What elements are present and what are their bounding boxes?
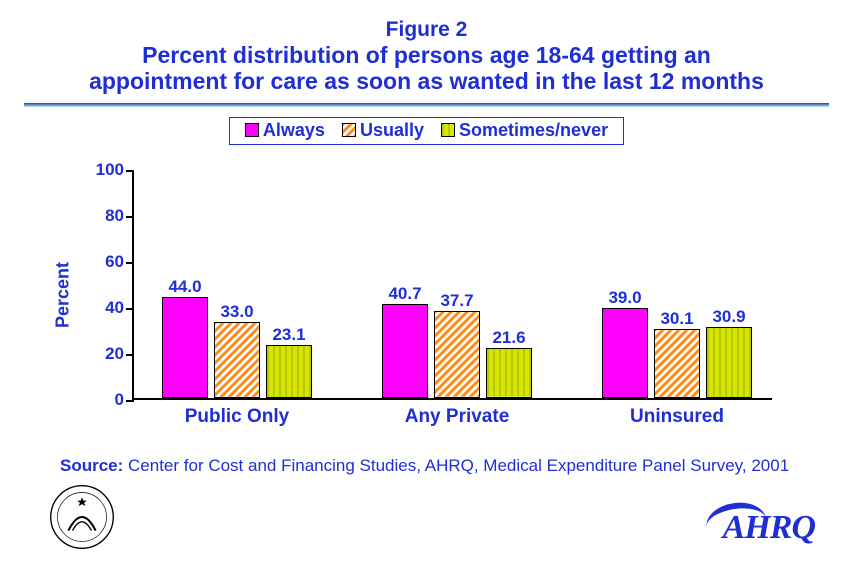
legend-swatch-usually [342, 123, 356, 137]
chart-title-block: Figure 2 Percent distribution of persons… [0, 0, 853, 95]
bar [602, 308, 648, 398]
x-category-label: Uninsured [630, 406, 724, 428]
legend-swatch-sometimes [441, 123, 455, 137]
bar-value-label: 21.6 [492, 328, 525, 348]
bar [654, 329, 700, 398]
y-tick [126, 308, 134, 310]
legend-label-always: Always [263, 120, 325, 141]
bar [382, 304, 428, 398]
bar-value-label: 30.9 [712, 307, 745, 327]
figure-label: Figure 2 [0, 18, 853, 42]
y-tick-label: 40 [78, 298, 124, 318]
x-category-label: Any Private [405, 406, 510, 428]
y-axis-label: Percent [53, 262, 74, 328]
chart-title-line2: appointment for care as soon as wanted i… [0, 68, 853, 94]
x-category-label: Public Only [185, 406, 290, 428]
ahrq-logo: AHRQ [723, 509, 815, 547]
bar [162, 297, 208, 398]
y-tick-label: 80 [78, 206, 124, 226]
legend-item-usually: Usually [342, 120, 424, 141]
legend-label-usually: Usually [360, 120, 424, 141]
y-tick-label: 20 [78, 344, 124, 364]
y-tick [126, 400, 134, 402]
y-tick [126, 216, 134, 218]
chart-area: Percent 02040608010044.033.023.1Public O… [92, 170, 772, 420]
y-tick [126, 354, 134, 356]
bar-value-label: 40.7 [388, 284, 421, 304]
y-tick [126, 170, 134, 172]
bar [214, 322, 260, 398]
bar [706, 327, 752, 398]
chart-legend: Always Usually Sometimes/never [229, 117, 624, 146]
bar-value-label: 37.7 [440, 291, 473, 311]
y-tick-label: 0 [78, 390, 124, 410]
chart-title-line1: Percent distribution of persons age 18-6… [0, 42, 853, 68]
bar [266, 345, 312, 398]
bar-value-label: 33.0 [220, 302, 253, 322]
hhs-logo [48, 483, 116, 551]
legend-swatch-always [245, 123, 259, 137]
legend-item-sometimes: Sometimes/never [441, 120, 608, 141]
y-tick-label: 100 [78, 160, 124, 180]
bar [434, 311, 480, 398]
bar-value-label: 39.0 [608, 288, 641, 308]
legend-label-sometimes: Sometimes/never [459, 120, 608, 141]
legend-item-always: Always [245, 120, 325, 141]
bar-value-label: 23.1 [272, 325, 305, 345]
source-text: Center for Cost and Financing Studies, A… [123, 456, 789, 475]
title-underline [24, 103, 829, 107]
bar [486, 348, 532, 398]
source-line: Source: Center for Cost and Financing St… [60, 456, 789, 476]
plot-region: 02040608010044.033.023.1Public Only40.73… [132, 170, 772, 400]
bar-value-label: 44.0 [168, 277, 201, 297]
y-tick [126, 262, 134, 264]
y-tick-label: 60 [78, 252, 124, 272]
source-prefix: Source: [60, 456, 123, 475]
bar-value-label: 30.1 [660, 309, 693, 329]
